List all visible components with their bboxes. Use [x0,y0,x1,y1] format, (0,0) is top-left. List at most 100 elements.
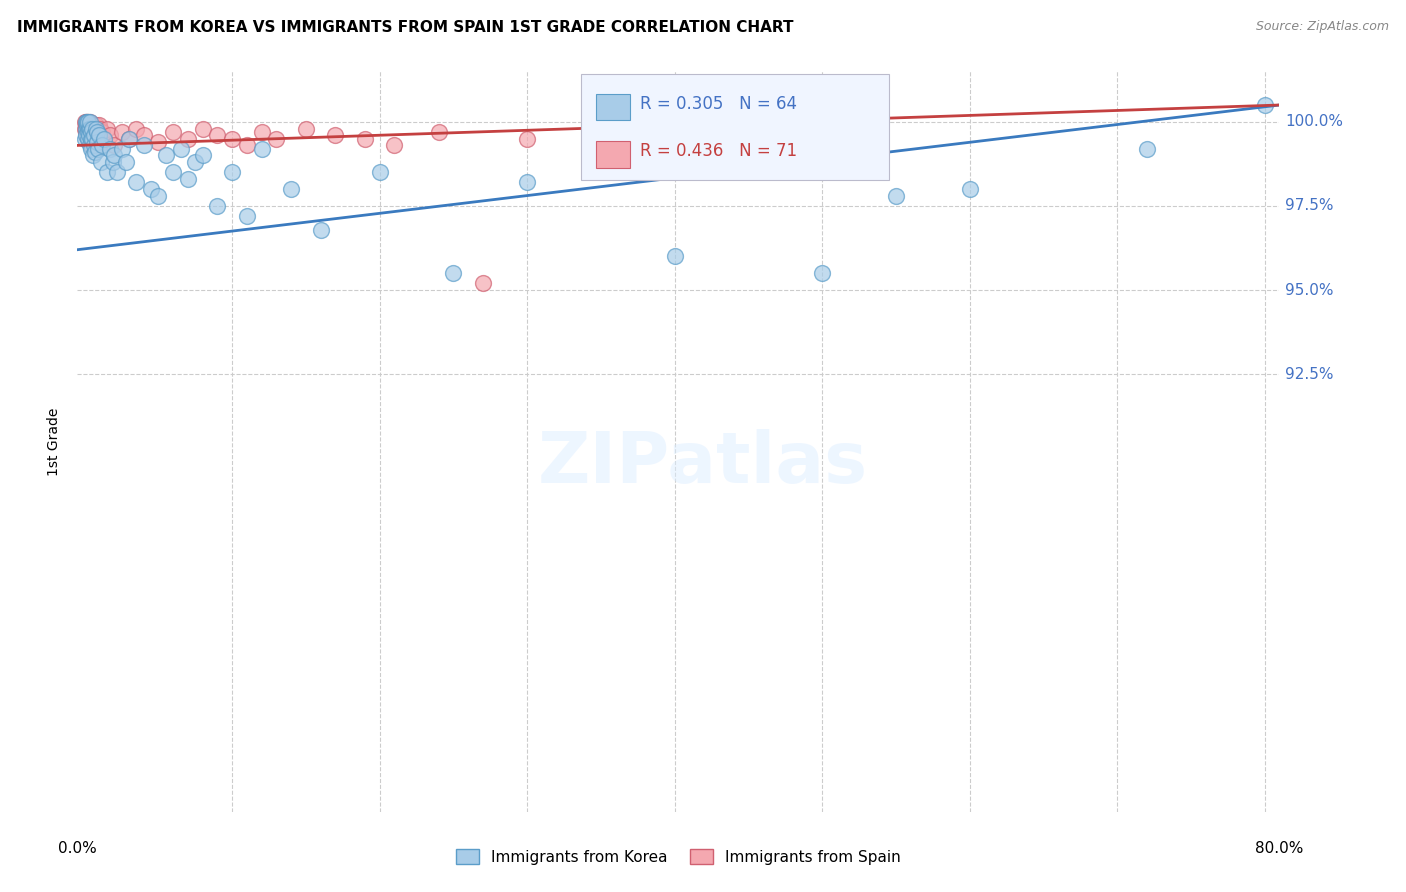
Point [75,121,97,136]
Point [75,115,97,129]
Legend: Immigrants from Korea, Immigrants from Spain: Immigrants from Korea, Immigrants from S… [450,843,907,871]
Point [132,138,155,153]
Point [75,115,97,129]
Point [76,118,98,132]
Point [84,121,107,136]
Point [105,165,128,179]
Point [77,121,100,136]
Point [90,135,112,149]
Text: ZIPatlas: ZIPatlas [538,429,868,499]
Text: 92.5%: 92.5% [1285,367,1334,382]
Point [309,222,332,236]
Point [82,125,104,139]
Point [98,128,121,143]
Point [83,135,105,149]
Point [76,121,98,136]
Point [77,121,100,136]
Point [118,131,141,145]
Point [115,155,138,169]
Point [959,182,981,196]
Point [77,131,100,145]
Point [83,125,105,139]
Point [266,131,288,145]
Point [80,138,103,153]
Point [221,131,243,145]
Point [368,165,391,179]
Point [236,138,259,153]
Point [250,142,273,156]
Point [516,131,538,145]
Point [83,138,105,153]
Text: 100.0%: 100.0% [1285,114,1344,129]
Point [1254,98,1277,112]
Point [110,142,132,156]
Point [82,118,104,132]
Point [83,131,105,145]
Point [80,125,103,139]
Point [1136,142,1159,156]
Point [125,175,148,189]
Point [73,115,96,129]
Point [76,118,98,132]
Point [384,138,406,153]
Point [80,121,103,136]
Text: 80.0%: 80.0% [1256,841,1303,856]
Point [89,121,111,136]
Point [86,135,108,149]
Text: R = 0.436   N = 71: R = 0.436 N = 71 [640,142,797,160]
Point [79,115,101,129]
Point [221,165,243,179]
Point [86,121,108,136]
Point [84,131,107,145]
Point [516,175,538,189]
Point [811,128,834,143]
Point [811,266,834,280]
Y-axis label: 1st Grade: 1st Grade [46,408,60,475]
Text: 0.0%: 0.0% [58,841,97,856]
Point [83,121,105,136]
Point [110,125,132,139]
Point [90,128,112,143]
Point [162,125,184,139]
Point [98,142,121,156]
Point [125,121,148,136]
Point [91,138,114,153]
Point [75,121,97,136]
Point [82,128,104,143]
Point [87,131,110,145]
Point [236,209,259,223]
Point [139,182,162,196]
Point [77,125,100,139]
Point [86,138,108,153]
Point [75,125,97,139]
Point [184,155,207,169]
Point [295,121,318,136]
Point [83,128,105,143]
Point [76,125,98,139]
Point [84,118,107,132]
Point [443,266,465,280]
Point [103,148,125,162]
Point [162,165,184,179]
Point [76,115,98,129]
Point [79,121,101,136]
Text: 95.0%: 95.0% [1285,283,1334,298]
Point [101,155,124,169]
Point [79,128,101,143]
Point [79,131,101,145]
Point [84,121,107,136]
Point [76,128,98,143]
Point [589,121,612,136]
Point [84,128,107,143]
Point [207,128,229,143]
Point [79,131,101,145]
Point [103,138,125,153]
Point [80,121,103,136]
Point [80,131,103,145]
Point [75,131,97,145]
Point [82,148,104,162]
Point [84,145,107,160]
Point [155,148,177,162]
Point [79,138,101,153]
Point [87,142,110,156]
